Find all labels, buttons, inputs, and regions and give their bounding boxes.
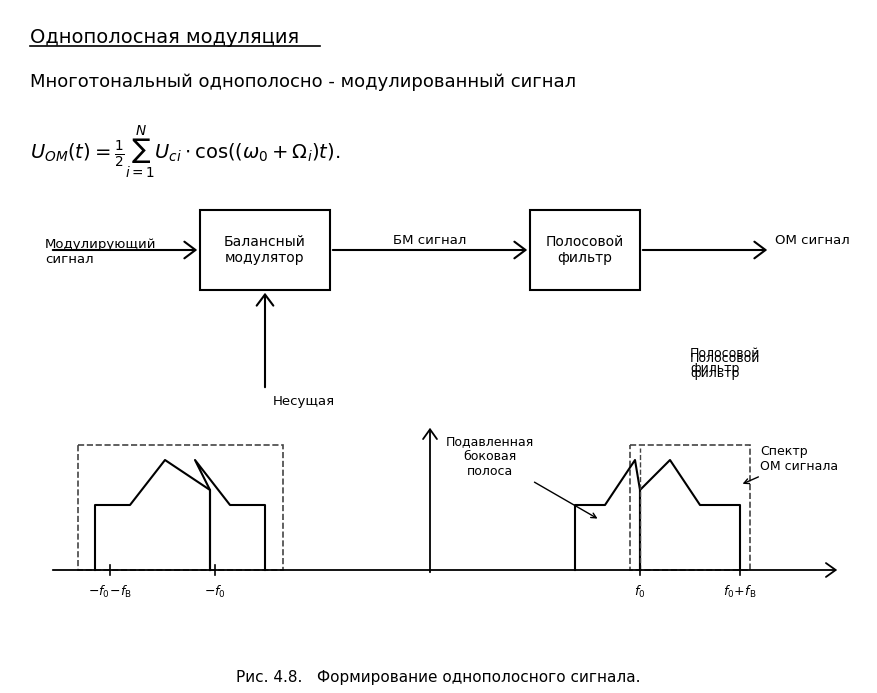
Text: ОМ сигнал: ОМ сигнал <box>775 234 850 247</box>
Text: $f_0\!+\!f_{\rm B}$: $f_0\!+\!f_{\rm B}$ <box>724 584 757 600</box>
Text: Спектр
ОМ сигнала: Спектр ОМ сигнала <box>744 445 838 484</box>
Text: Полосовой
фильтр: Полосовой фильтр <box>545 235 624 265</box>
Text: Рис. 4.8.   Формирование однополосного сигнала.: Рис. 4.8. Формирование однополосного сиг… <box>236 670 641 685</box>
Text: Многотональный однополосно - модулированный сигнал: Многотональный однополосно - модулирован… <box>30 73 576 91</box>
Text: $-f_0$: $-f_0$ <box>204 584 226 600</box>
Text: Модулирующий
сигнал: Модулирующий сигнал <box>45 238 156 266</box>
Text: $-f_0\!-\!f_{\rm B}$: $-f_0\!-\!f_{\rm B}$ <box>88 584 132 600</box>
Text: Подавленная
боковая
полоса: Подавленная боковая полоса <box>446 435 596 518</box>
Text: Несущая: Несущая <box>273 395 335 408</box>
Text: БМ сигнал: БМ сигнал <box>393 234 467 247</box>
Text: Однополосная модуляция: Однополосная модуляция <box>30 28 299 47</box>
Text: Полосовой
фильтр: Полосовой фильтр <box>690 347 760 375</box>
Bar <box>78 445 283 570</box>
Text: Полосовой
фильтр: Полосовой фильтр <box>690 352 760 380</box>
Bar <box>630 445 750 570</box>
Text: $U_{OM}(t)=\frac{1}{2}\sum_{i=1}^{N}U_{ci}\cdot\cos((\omega_0+\Omega_i)t).$: $U_{OM}(t)=\frac{1}{2}\sum_{i=1}^{N}U_{c… <box>30 123 340 180</box>
Text: $f_0$: $f_0$ <box>634 584 645 600</box>
Text: Балансный
модулятор: Балансный модулятор <box>224 235 306 265</box>
Bar <box>530 210 640 290</box>
Bar <box>200 210 330 290</box>
